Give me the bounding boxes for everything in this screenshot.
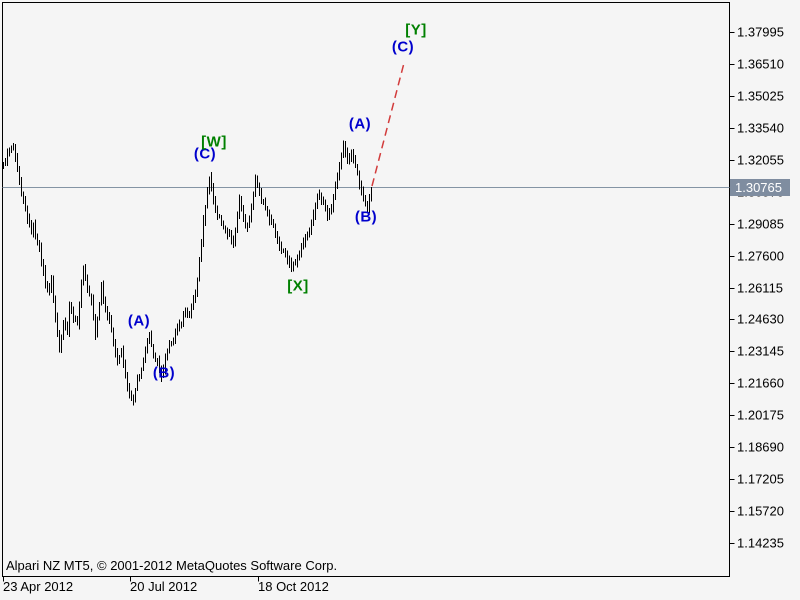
price-axis-ticks [729,32,735,544]
chart-frame [2,2,730,577]
projection-trendline[interactable] [371,62,405,187]
date-axis-ticks [3,576,259,582]
copyright-text: Alpari NZ MT5, © 2001-2012 MetaQuotes So… [6,558,338,573]
current-price-box: 1.30765 [730,179,790,196]
price-bars [2,140,373,406]
